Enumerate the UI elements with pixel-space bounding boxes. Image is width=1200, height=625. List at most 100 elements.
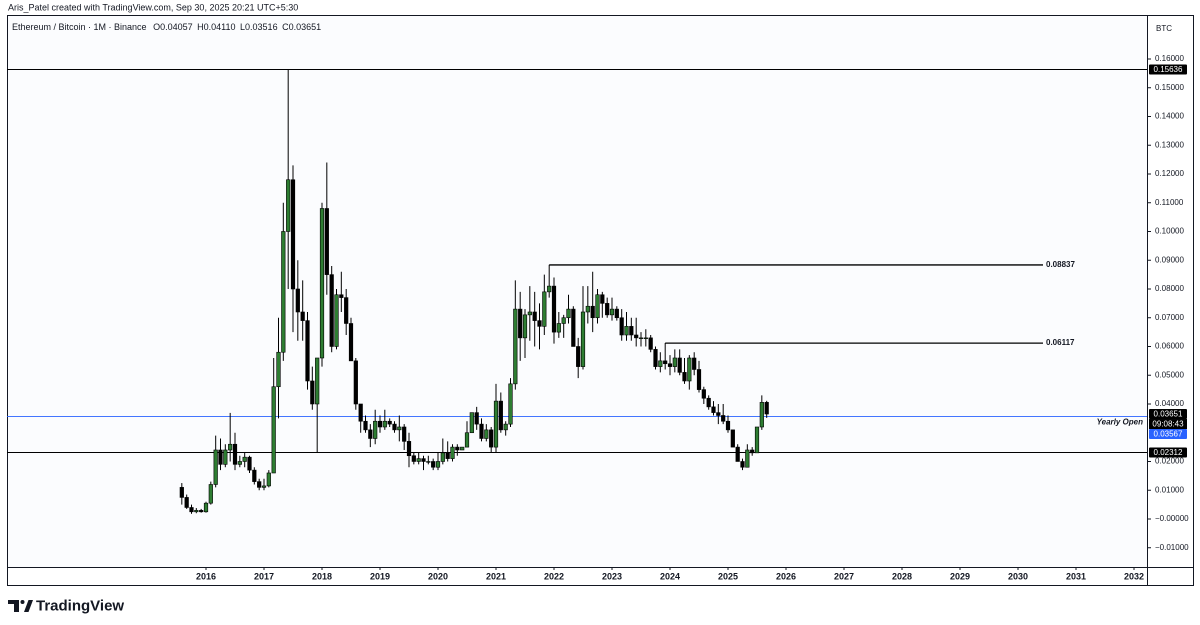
candle-body <box>542 291 547 327</box>
candle-body <box>368 429 373 439</box>
candle-body <box>373 420 378 439</box>
x-tick-label: 2020 <box>428 571 448 581</box>
candle-body <box>600 294 605 304</box>
candle-body <box>310 380 315 405</box>
candle-body <box>474 412 479 425</box>
candle-body <box>489 429 494 448</box>
candle-body <box>561 317 566 324</box>
logo-dot <box>20 600 25 604</box>
candle-body <box>281 231 286 353</box>
candle-body <box>406 441 412 457</box>
x-tick-label: 2019 <box>370 571 390 581</box>
header: Aris_Patel created with TradingView.com,… <box>8 2 298 12</box>
x-tick-label: 2021 <box>486 571 506 581</box>
x-tick-label: 2022 <box>544 571 564 581</box>
candle-body <box>203 502 209 513</box>
x-tick-label: 2018 <box>312 571 332 581</box>
logo-slash <box>24 600 33 612</box>
candle-body <box>576 346 581 367</box>
candle-body <box>392 423 397 431</box>
candle-body <box>754 426 760 454</box>
candle-body <box>667 363 673 367</box>
x-tick-label: 2023 <box>602 571 622 581</box>
y-tick-label: 0.06000 <box>1155 342 1184 351</box>
y-tick-label: −0.00000 <box>1155 514 1189 523</box>
candle-body <box>643 337 648 339</box>
candle-body <box>184 497 189 508</box>
plot-background <box>7 15 1147 567</box>
candle-body <box>189 507 194 513</box>
chart-title: Ethereum / Bitcoin · 1M · Binance O0.040… <box>12 22 321 32</box>
candle-body <box>547 285 552 293</box>
candle-body <box>663 360 668 365</box>
countdown-box <box>1149 419 1187 430</box>
candle-body <box>450 446 455 459</box>
y-tick-label: 0.09000 <box>1155 255 1184 264</box>
candle-body <box>595 294 600 319</box>
ohlc-low: L0.03516 <box>240 22 278 32</box>
y-tick-label: −0.01000 <box>1155 543 1189 552</box>
candle-body <box>305 320 310 382</box>
candle-body <box>223 449 228 465</box>
candle-body <box>353 360 358 405</box>
candle-body <box>658 360 663 367</box>
candle-body <box>257 481 262 488</box>
candle-body <box>638 337 644 339</box>
candle-body <box>179 487 184 498</box>
candle-body <box>271 386 276 474</box>
candle-body <box>237 461 242 465</box>
y-tick-label: 0.14000 <box>1155 112 1184 121</box>
candle-body <box>247 456 252 471</box>
candle-body <box>402 426 407 442</box>
candle-body <box>421 458 426 462</box>
candle-body <box>435 461 441 468</box>
candle-body <box>522 314 528 339</box>
frame <box>7 15 1194 586</box>
candle-body <box>295 288 300 313</box>
candle-body <box>609 308 615 316</box>
logo-mark <box>8 600 19 612</box>
candle-body <box>232 443 238 465</box>
candle-body <box>416 458 421 462</box>
candle-body <box>624 326 629 336</box>
candle-body <box>537 320 542 327</box>
candle-body <box>329 274 334 347</box>
y-tick-label: 0.16000 <box>1155 54 1184 63</box>
candle-body <box>479 423 484 439</box>
unit-label: BTC <box>1156 24 1172 33</box>
candle-body <box>759 402 764 428</box>
candle-body <box>411 455 416 462</box>
hline-label-box <box>1149 64 1187 75</box>
x-tick-label: 2029 <box>950 571 970 581</box>
candle-body <box>571 308 576 347</box>
candle-body <box>513 308 518 385</box>
candle-body <box>315 357 320 405</box>
candle-body <box>266 472 271 487</box>
candle-body <box>745 449 750 468</box>
x-tick-label: 2017 <box>254 571 274 581</box>
y-tick-label: 0.07000 <box>1155 313 1184 322</box>
candle-body <box>725 420 731 431</box>
candle-body <box>199 510 204 513</box>
candle-body <box>764 402 769 415</box>
symbol: Ethereum / Bitcoin · 1M · Binance <box>12 22 147 32</box>
candle-body <box>426 461 431 463</box>
candle-body <box>228 443 233 451</box>
candle-body <box>290 179 296 290</box>
hline-label-text: 0.15636 <box>1154 65 1183 74</box>
x-tick-label: 2026 <box>776 571 796 581</box>
x-tick-label: 2016 <box>196 571 216 581</box>
candle-body <box>252 469 257 482</box>
candle-body <box>363 420 368 431</box>
x-tick-label: 2032 <box>1124 571 1144 581</box>
candle-body <box>208 484 213 504</box>
y-tick-label: 0.11000 <box>1155 198 1184 207</box>
candle-body <box>721 415 726 422</box>
hline-label-box <box>1149 447 1187 458</box>
candle-body <box>455 446 460 451</box>
candle-body <box>261 485 267 488</box>
ohlc-close: C0.03651 <box>282 22 321 32</box>
candle-body <box>585 305 590 313</box>
y-tick-label: 0.01000 <box>1155 485 1184 494</box>
